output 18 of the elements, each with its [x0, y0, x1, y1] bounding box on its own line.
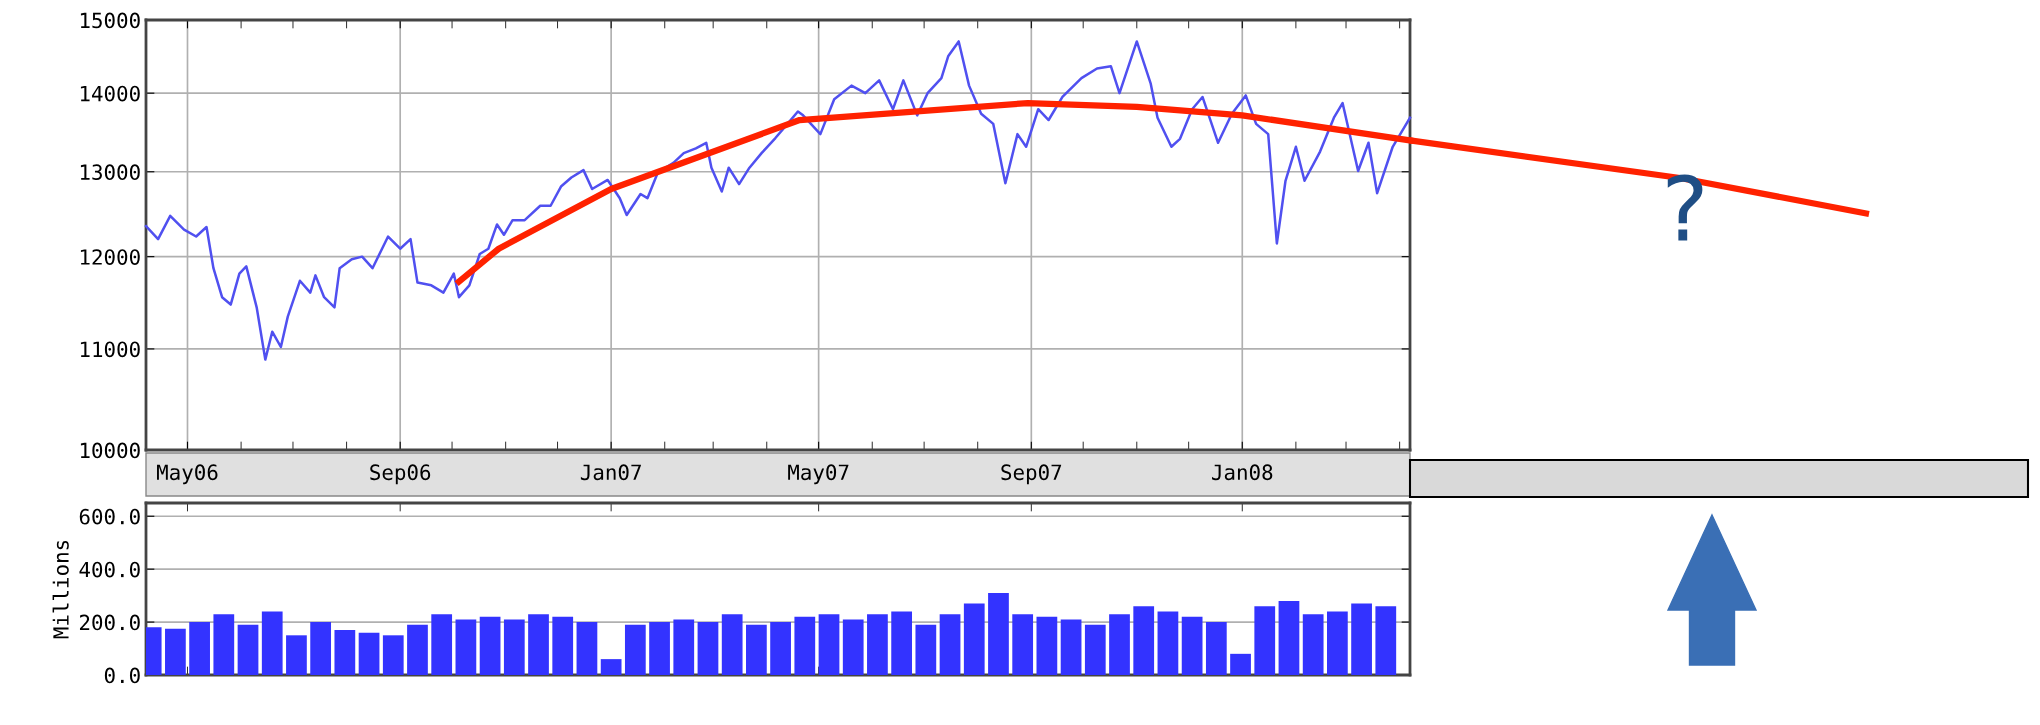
y-tick-label: 14000: [80, 85, 140, 102]
y-tick-label: 200.0: [79, 614, 140, 631]
y-tick-label: 12000: [80, 249, 140, 265]
x-tick-label: May06: [157, 464, 218, 485]
y-tick-label: 0.0: [104, 667, 140, 684]
y-axis-title: Millions: [52, 540, 69, 639]
text: ?: [1667, 174, 1703, 241]
y-tick-label: 600.0: [79, 508, 140, 525]
y-tick-label: 13000: [80, 164, 140, 181]
x-tick-label: May07: [788, 464, 849, 485]
x-tick-label: Jan08: [1212, 464, 1273, 481]
x-tick-label: Sep07: [1001, 464, 1062, 485]
y-tick-label: 400.0: [79, 561, 140, 578]
y-tick-label: 10000: [80, 442, 140, 459]
y-tick-label: 15000: [80, 12, 140, 29]
y-tick-label: 11000: [80, 341, 140, 358]
x-tick-label: Jan07: [580, 464, 641, 481]
x-tick-label: Sep06: [370, 464, 431, 485]
